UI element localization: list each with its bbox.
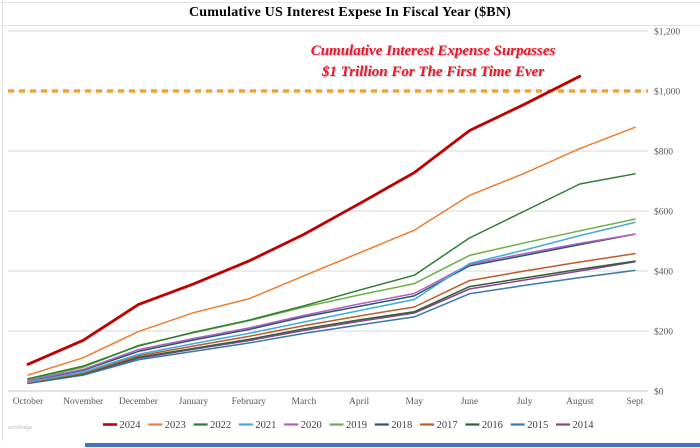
y-axis-tick-label: $0 [654, 387, 664, 398]
series-line-2018 [27, 233, 636, 382]
bottom-accent-bar [85, 443, 700, 447]
legend-label-2022: 2022 [210, 420, 231, 431]
watermark: zerohedge [8, 425, 33, 431]
x-axis-tick-label: August [566, 397, 594, 407]
series-line-2014 [27, 260, 636, 384]
legend-label-2016: 2016 [482, 420, 503, 431]
y-axis-tick-label: $400 [654, 267, 673, 278]
x-axis-tick-label: April [349, 397, 369, 407]
y-axis-tick-label: $600 [654, 207, 673, 218]
series-line-2019 [27, 218, 636, 381]
y-axis-tick-label: $200 [654, 327, 673, 338]
x-axis-tick-label: March [292, 397, 317, 407]
legend-label-2023: 2023 [165, 420, 186, 431]
legend-label-2018: 2018 [391, 420, 412, 431]
x-axis-tick-label: October [13, 397, 44, 407]
x-axis-tick-label: Sept [627, 397, 644, 407]
y-axis-tick-label: $1,000 [654, 87, 680, 98]
legend-label-2019: 2019 [346, 420, 367, 431]
chart-title: Cumulative US Interest Expese In Fiscal … [188, 5, 511, 20]
legend-label-2020: 2020 [301, 420, 322, 431]
annotation-line-2: $1 Trillion For The First Time Ever [321, 64, 545, 80]
legend-label-2021: 2021 [255, 420, 276, 431]
legend-label-2014: 2014 [573, 420, 595, 431]
x-axis-tick-label: July [517, 397, 533, 407]
series-line-2017 [27, 252, 636, 384]
annotation-line-1: Cumulative Interest Expense Surpasses [310, 43, 556, 59]
series-line-2024 [26, 74, 582, 366]
x-axis-tick-label: February [232, 397, 267, 407]
series-line-2021 [27, 221, 636, 383]
x-axis-tick-label: June [461, 397, 478, 407]
left-border [2, 0, 3, 441]
x-axis-tick-label: May [406, 397, 424, 407]
top-divider [0, 2, 700, 3]
series-line-2015 [27, 269, 636, 385]
y-axis-tick-label: $1,200 [654, 27, 680, 38]
series-line-2020 [27, 233, 636, 382]
x-axis-tick-label: December [119, 397, 159, 407]
y-axis-tick-label: $800 [654, 147, 673, 158]
series-line-2016 [27, 260, 636, 384]
annotation-callout: Cumulative Interest Expense Surpasses $1… [258, 41, 608, 83]
series-line-2023 [27, 126, 636, 376]
legend-label-2017: 2017 [437, 420, 458, 431]
x-axis-tick-label: January [179, 397, 209, 407]
series-line-2022 [27, 173, 636, 380]
title-divider [0, 25, 700, 26]
legend-label-2015: 2015 [527, 420, 548, 431]
x-axis-tick-label: November [63, 397, 104, 407]
legend-label-2024: 2024 [120, 420, 142, 431]
